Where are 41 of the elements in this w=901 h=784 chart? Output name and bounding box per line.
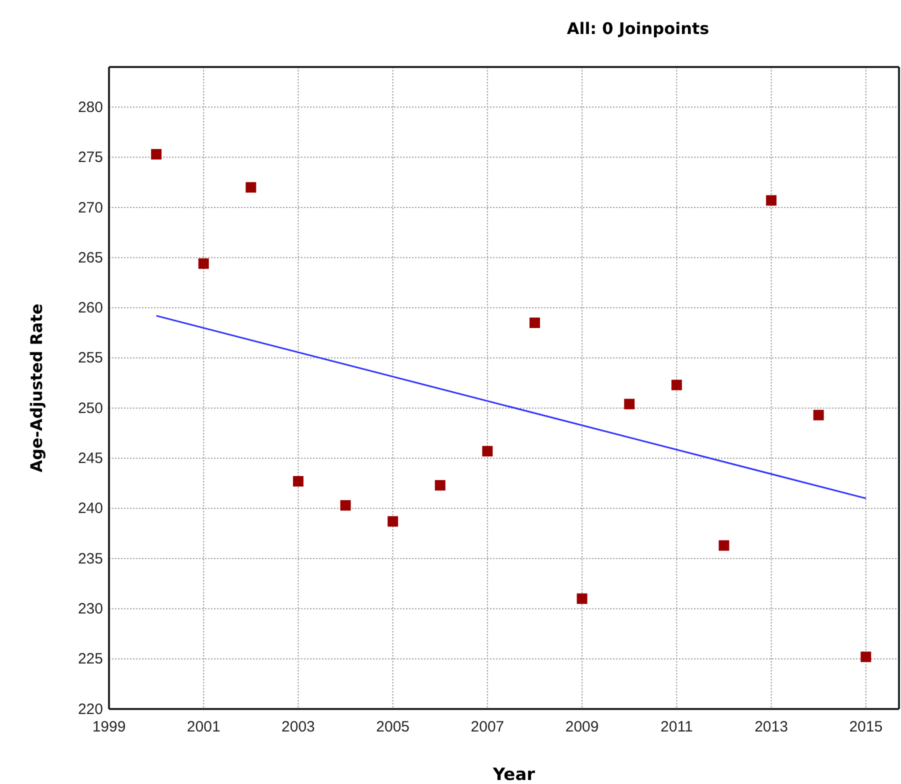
point [813,410,824,420]
point [624,398,635,410]
point [198,258,209,269]
x-tick-label: 2007 [470,718,504,736]
x-tick-label: 2011 [660,718,693,736]
y-tick-label: 245 [78,450,103,468]
x-tick-label: 2009 [565,718,599,736]
y-tick-label: 255 [78,350,103,367]
y-tick-label: 280 [78,98,103,116]
y-tick-label: 220 [78,700,103,718]
point [151,149,162,160]
point [860,652,872,662]
point [766,195,777,206]
y-tick-label: 270 [78,199,103,216]
x-tick-label: 2013 [754,718,788,736]
point [388,516,398,527]
y-tick-label: 260 [78,300,103,317]
y-tick-label: 275 [78,149,103,166]
point [530,318,540,328]
point [340,500,351,511]
point [576,593,588,604]
point [246,182,256,193]
x-tick-label: 2015 [849,718,883,736]
point [671,380,682,390]
y-tick-label: 265 [78,249,103,266]
x-tick-label: 2001 [186,718,220,736]
y-tick-label: 230 [78,600,103,618]
y-axis-title: Age-Adjusted Rate [27,304,46,472]
point [482,446,493,456]
y-tick-label: 250 [78,400,103,417]
y-tick-label: 240 [78,500,103,518]
x-tick-label: 1999 [92,718,126,736]
point [434,480,446,491]
chart-title: All: 0 Joinpoints [566,19,710,38]
x-axis-title: Year [492,765,536,784]
point [718,540,730,551]
y-tick-label: 235 [78,550,103,568]
y-tick-label: 225 [78,650,103,668]
x-tick-label: 2003 [282,718,315,736]
x-tick-label: 2005 [376,718,410,736]
point [292,476,304,487]
